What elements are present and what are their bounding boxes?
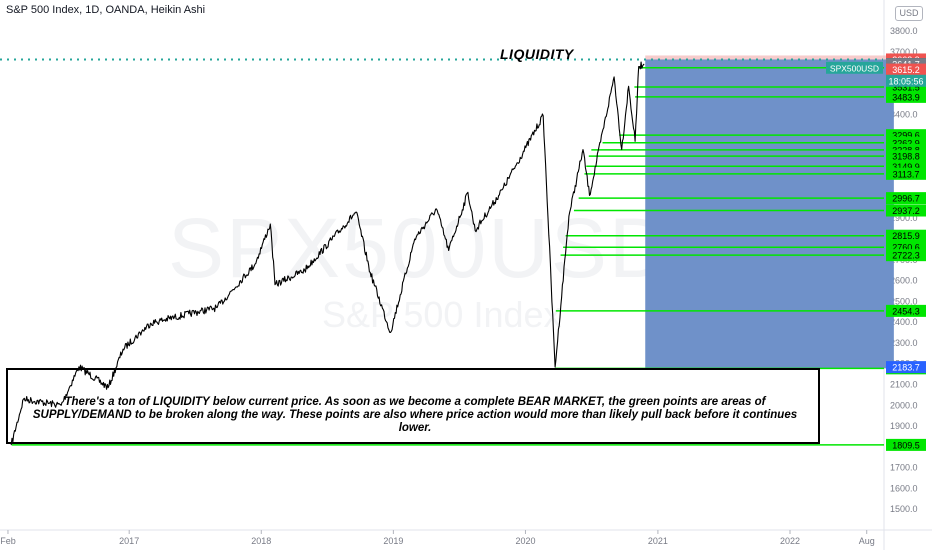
level-price-label: 3531.5 bbox=[892, 82, 920, 92]
y-tick-label: 2000.0 bbox=[890, 400, 918, 410]
level-price-tag bbox=[886, 167, 926, 180]
x-tick-label: Aug bbox=[859, 536, 875, 546]
chart-title[interactable]: S&P 500 Index, 1D, OANDA, Heikin Ashi bbox=[6, 4, 206, 16]
level-price-label: 1809.5 bbox=[892, 440, 920, 450]
x-tick-label: 2022 bbox=[780, 536, 800, 546]
x-tick-label: 2020 bbox=[515, 536, 535, 546]
x-tick-label: 2021 bbox=[648, 536, 668, 546]
countdown-tag bbox=[886, 74, 926, 87]
price-tag-label: 2183.7 bbox=[892, 363, 920, 373]
y-tick-label: 1500.0 bbox=[890, 504, 918, 514]
liquidity-zone-top-band bbox=[645, 55, 894, 60]
level-price-label: 3149.9 bbox=[892, 162, 920, 172]
y-tick-label: 3700.0 bbox=[890, 47, 918, 57]
level-price-label: 2996.7 bbox=[892, 194, 920, 204]
level-price-tag bbox=[886, 249, 926, 262]
y-tick-label: 2600.0 bbox=[890, 276, 918, 286]
level-price-label: 2760.6 bbox=[892, 243, 920, 253]
level-price-label: 2722.3 bbox=[892, 251, 920, 261]
y-tick-label: 2400.0 bbox=[890, 317, 918, 327]
x-tick-label: 2019 bbox=[383, 536, 403, 546]
level-price-label: 2815.9 bbox=[892, 231, 920, 241]
y-tick-label: 2500.0 bbox=[890, 296, 918, 306]
level-price-tag bbox=[886, 192, 926, 205]
price-tag bbox=[886, 361, 926, 374]
level-price-tag bbox=[886, 438, 926, 451]
level-price-tag bbox=[886, 150, 926, 163]
y-tick-label: 2300.0 bbox=[890, 338, 918, 348]
x-tick-label: Feb bbox=[0, 536, 16, 546]
countdown-label: 18:05:56 bbox=[888, 76, 923, 86]
level-price-tag bbox=[886, 229, 926, 242]
y-tick-label: 1700.0 bbox=[890, 463, 918, 473]
y-tick-label: 3800.0 bbox=[890, 26, 918, 36]
level-price-label: 3262.9 bbox=[892, 138, 920, 148]
y-tick-label: 1900.0 bbox=[890, 421, 918, 431]
x-tick-label: 2018 bbox=[251, 536, 271, 546]
liquidity-heading: LIQUIDITY bbox=[500, 46, 574, 62]
annotation-text: There's a ton of LIQUIDITY below current… bbox=[32, 396, 798, 434]
y-tick-label: 2100.0 bbox=[890, 380, 918, 390]
level-price-tag bbox=[886, 204, 926, 217]
liquidity-zone[interactable] bbox=[645, 59, 894, 369]
level-price-label: 2454.3 bbox=[892, 306, 920, 316]
currency-badge[interactable]: USD bbox=[895, 6, 923, 21]
symbol-tag-label: SPX500USD bbox=[830, 63, 879, 73]
watermark-symbol: SPX500USD bbox=[168, 201, 672, 295]
level-price-label: 3299.6 bbox=[892, 131, 920, 141]
price-tag bbox=[886, 63, 926, 76]
watermark-name: S&P 500 Index bbox=[322, 294, 562, 335]
level-price-label: 3483.9 bbox=[892, 92, 920, 102]
level-price-tag bbox=[886, 304, 926, 317]
level-price-label: 3113.7 bbox=[893, 169, 920, 179]
x-tick-label: 2017 bbox=[119, 536, 139, 546]
annotation-box[interactable]: There's a ton of LIQUIDITY below current… bbox=[6, 368, 820, 444]
y-tick-label: 1600.0 bbox=[890, 483, 918, 493]
y-tick-label: 3400.0 bbox=[890, 109, 918, 119]
y-tick-label: 2900.0 bbox=[890, 213, 918, 223]
level-price-label: 2937.2 bbox=[892, 206, 920, 216]
level-price-label: 3198.8 bbox=[892, 152, 920, 162]
level-price-tag bbox=[886, 90, 926, 103]
price-tag-label: 3615.2 bbox=[892, 65, 920, 75]
symbol-tag bbox=[826, 61, 883, 74]
price-series-line bbox=[10, 61, 645, 445]
